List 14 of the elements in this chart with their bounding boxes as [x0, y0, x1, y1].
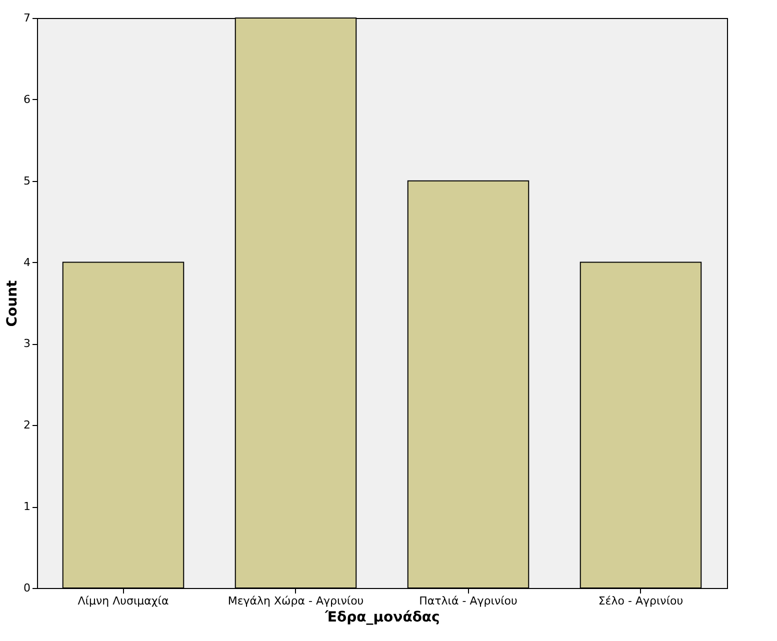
y-tick-label: 0 [24, 582, 30, 594]
x-axis-title: Έδρα_μονάδας [324, 610, 440, 626]
x-tick-label: Πατλιά - Αγρινίου [419, 594, 518, 608]
y-tick-label: 1 [24, 500, 30, 514]
y-tick-label: 4 [24, 256, 30, 269]
y-tick-label: 2 [24, 418, 30, 432]
x-tick-label: Λίμνη Λυσιμαχία [78, 594, 169, 608]
y-tick-label: 6 [24, 92, 30, 106]
x-tick-label: Μεγάλη Χώρα - Αγρινίου [228, 594, 364, 608]
y-axis-title: Count [4, 280, 20, 327]
y-tick-label: 3 [24, 337, 30, 350]
y-tick-label: 5 [24, 174, 30, 188]
y-tick-label: 7 [24, 12, 30, 24]
x-tick-label: Σέλο - Αγρινίου [598, 594, 684, 608]
